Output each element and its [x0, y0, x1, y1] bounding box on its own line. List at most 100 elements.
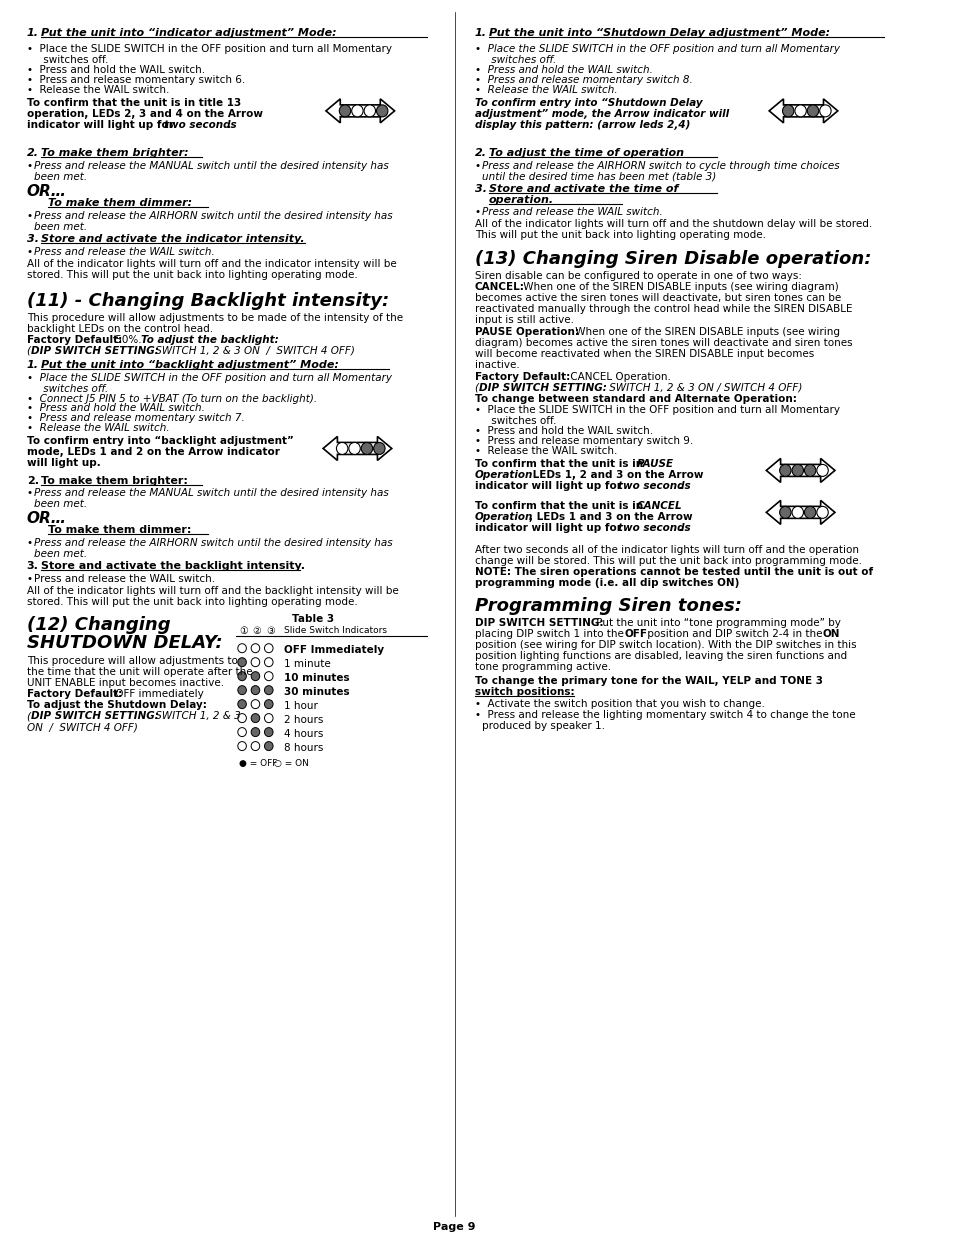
Circle shape [779, 506, 790, 519]
Text: ①: ① [239, 626, 248, 636]
Text: (: ( [27, 711, 30, 721]
Text: switches off.: switches off. [475, 416, 556, 426]
Text: 2.: 2. [27, 148, 39, 158]
Text: display this pattern: (arrow leds 2,4): display this pattern: (arrow leds 2,4) [475, 120, 689, 130]
Text: mode, LEDs 1 and 2 on the Arrow indicator: mode, LEDs 1 and 2 on the Arrow indicato… [27, 447, 279, 457]
Text: adjustment” mode, the Arrow indicator will: adjustment” mode, the Arrow indicator wi… [475, 109, 728, 119]
Text: After two seconds all of the indicator lights will turn off and the operation: After two seconds all of the indicator l… [475, 546, 858, 556]
Text: indicator will light up for: indicator will light up for [27, 120, 177, 130]
Circle shape [237, 685, 246, 694]
Text: 3.: 3. [475, 184, 486, 194]
Circle shape [237, 727, 246, 736]
Circle shape [251, 658, 259, 667]
Text: To adjust the Shutdown Delay:: To adjust the Shutdown Delay: [27, 700, 207, 710]
Text: Programming Siren tones:: Programming Siren tones: [475, 598, 740, 615]
Text: All of the indicator lights will turn off and the indicator intensity will be: All of the indicator lights will turn of… [27, 258, 396, 269]
Text: Store and activate the time of: Store and activate the time of [489, 184, 678, 194]
Circle shape [251, 741, 259, 751]
Text: CANCEL: CANCEL [636, 501, 681, 511]
Circle shape [336, 442, 348, 454]
Text: Store and activate the indicator intensity.: Store and activate the indicator intensi… [41, 233, 304, 243]
Text: •  Press and hold the WAIL switch.: • Press and hold the WAIL switch. [27, 404, 204, 414]
Text: (11) - Changing Backlight intensity:: (11) - Changing Backlight intensity: [27, 291, 389, 310]
Circle shape [816, 464, 827, 477]
Text: Press and release the MANUAL switch until the desired intensity has: Press and release the MANUAL switch unti… [34, 161, 389, 170]
Text: DIP SWITCH SETTING:: DIP SWITCH SETTING: [31, 346, 159, 356]
Text: •  Connect J5 PIN 5 to +VBAT (To turn on the backlight).: • Connect J5 PIN 5 to +VBAT (To turn on … [27, 394, 316, 404]
Circle shape [264, 741, 273, 751]
Text: will light up.: will light up. [27, 458, 100, 468]
Circle shape [779, 464, 790, 477]
Text: (: ( [475, 383, 478, 393]
Circle shape [264, 643, 273, 652]
Text: •: • [475, 161, 487, 170]
Circle shape [352, 105, 363, 117]
Text: diagram) becomes active the siren tones will deactivate and siren tones: diagram) becomes active the siren tones … [475, 337, 851, 347]
Text: •  Press and release momentary switch 9.: • Press and release momentary switch 9. [475, 436, 692, 447]
Circle shape [237, 658, 246, 667]
Text: OR…: OR… [27, 511, 67, 526]
Text: indicator will light up for: indicator will light up for [475, 524, 624, 534]
Text: •  Press and hold the WAIL switch.: • Press and hold the WAIL switch. [27, 65, 205, 75]
Text: Put the unit into “tone programming mode” by: Put the unit into “tone programming mode… [592, 619, 840, 629]
Text: placing DIP switch 1 into the: placing DIP switch 1 into the [475, 629, 626, 640]
Text: SWITCH 1, 2 & 3 ON  /  SWITCH 4 OFF): SWITCH 1, 2 & 3 ON / SWITCH 4 OFF) [152, 346, 355, 356]
Text: 2.: 2. [475, 148, 486, 158]
Circle shape [794, 105, 805, 117]
Text: switches off.: switches off. [27, 384, 108, 394]
Text: Press and release the WAIL switch.: Press and release the WAIL switch. [482, 206, 662, 217]
Text: two seconds: two seconds [617, 482, 690, 492]
Text: Slide Switch Indicators: Slide Switch Indicators [284, 626, 387, 635]
Text: switches off.: switches off. [475, 54, 556, 65]
Text: ○ = ON: ○ = ON [274, 760, 309, 768]
Circle shape [339, 105, 351, 117]
Text: DIP SWITCH SETTING:: DIP SWITCH SETTING: [31, 711, 159, 721]
Text: All of the indicator lights will turn off and the shutdown delay will be stored.: All of the indicator lights will turn of… [475, 219, 871, 228]
Text: ● = OFF: ● = OFF [239, 760, 277, 768]
Text: •: • [27, 538, 39, 548]
Text: inactive.: inactive. [475, 359, 518, 369]
Text: 2.: 2. [27, 477, 39, 487]
Text: DIP SWITCH SETTING:: DIP SWITCH SETTING: [479, 383, 607, 393]
Text: 1 hour: 1 hour [284, 701, 317, 711]
Circle shape [816, 506, 827, 519]
Text: •: • [27, 211, 39, 221]
Text: .: . [678, 482, 682, 492]
Text: OFF Immediately: OFF Immediately [284, 645, 384, 656]
Circle shape [374, 442, 385, 454]
Text: switch positions:: switch positions: [475, 687, 574, 697]
Circle shape [781, 105, 793, 117]
Text: OFF immediately: OFF immediately [112, 689, 204, 699]
Circle shape [237, 714, 246, 722]
Text: Operation: Operation [475, 471, 533, 480]
Text: backlight LEDs on the control head.: backlight LEDs on the control head. [27, 324, 213, 333]
Text: To make them dimmer:: To make them dimmer: [48, 198, 192, 207]
Text: will become reactivated when the SIREN DISABLE input becomes: will become reactivated when the SIREN D… [475, 348, 813, 358]
Text: stored. This will put the unit back into lighting operating mode.: stored. This will put the unit back into… [27, 269, 357, 279]
Circle shape [251, 714, 259, 722]
Text: To adjust the time of operation: To adjust the time of operation [489, 148, 683, 158]
Circle shape [264, 672, 273, 680]
Circle shape [237, 643, 246, 652]
Text: •  Place the SLIDE SWITCH in the OFF position and turn all Momentary: • Place the SLIDE SWITCH in the OFF posi… [27, 373, 392, 383]
Text: •  Release the WAIL switch.: • Release the WAIL switch. [27, 85, 169, 95]
Text: •: • [27, 161, 39, 170]
Text: •: • [27, 247, 39, 257]
Text: To change the primary tone for the WAIL, YELP and TONE 3: To change the primary tone for the WAIL,… [475, 676, 821, 687]
Text: Store and activate the backlight intensity.: Store and activate the backlight intensi… [41, 561, 305, 572]
Circle shape [264, 700, 273, 709]
Text: •  Press and release momentary switch 7.: • Press and release momentary switch 7. [27, 414, 244, 424]
Text: 8 hours: 8 hours [284, 743, 323, 753]
Circle shape [349, 442, 360, 454]
Text: been met.: been met. [34, 222, 88, 232]
Text: operation.: operation. [489, 195, 554, 205]
Text: •  Press and release momentary switch 8.: • Press and release momentary switch 8. [475, 75, 692, 85]
Text: reactivated manually through the control head while the SIREN DISABLE: reactivated manually through the control… [475, 304, 851, 314]
Text: 1 minute: 1 minute [284, 659, 331, 669]
Circle shape [791, 506, 802, 519]
Text: •  Release the WAIL switch.: • Release the WAIL switch. [475, 446, 617, 457]
Text: the time that the unit will operate after the: the time that the unit will operate afte… [27, 667, 252, 677]
Circle shape [251, 672, 259, 680]
Text: To make them brighter:: To make them brighter: [41, 477, 188, 487]
Text: •  Place the SLIDE SWITCH in the OFF position and turn all Momentary: • Place the SLIDE SWITCH in the OFF posi… [475, 405, 839, 415]
